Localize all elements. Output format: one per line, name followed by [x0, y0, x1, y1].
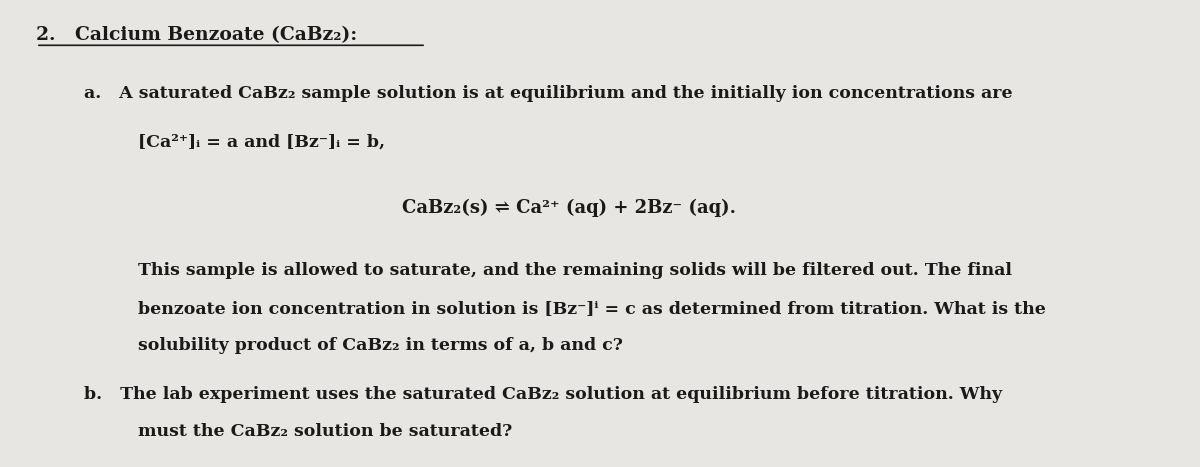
Text: a.   A saturated CaBz₂ sample solution is at equilibrium and the initially ion c: a. A saturated CaBz₂ sample solution is … [84, 85, 1013, 102]
Text: must the CaBz₂ solution be saturated?: must the CaBz₂ solution be saturated? [138, 424, 512, 440]
Text: benzoate ion concentration in solution is [Bz⁻]ⁱ = c as determined from titratio: benzoate ion concentration in solution i… [138, 300, 1046, 317]
Text: [Ca²⁺]ᵢ = a and [Bz⁻]ᵢ = b,: [Ca²⁺]ᵢ = a and [Bz⁻]ᵢ = b, [138, 134, 385, 151]
Text: This sample is allowed to saturate, and the remaining solids will be filtered ou: This sample is allowed to saturate, and … [138, 262, 1012, 279]
Text: solubility product of CaBz₂ in terms of a, b and c?: solubility product of CaBz₂ in terms of … [138, 337, 623, 354]
Text: CaBz₂(s) ⇌ Ca²⁺ (aq) + 2Bz⁻ (aq).: CaBz₂(s) ⇌ Ca²⁺ (aq) + 2Bz⁻ (aq). [402, 198, 736, 217]
Text: 2.   Calcium Benzoate (CaBz₂):: 2. Calcium Benzoate (CaBz₂): [36, 26, 358, 44]
Text: b.   The lab experiment uses the saturated CaBz₂ solution at equilibrium before : b. The lab experiment uses the saturated… [84, 386, 1002, 403]
